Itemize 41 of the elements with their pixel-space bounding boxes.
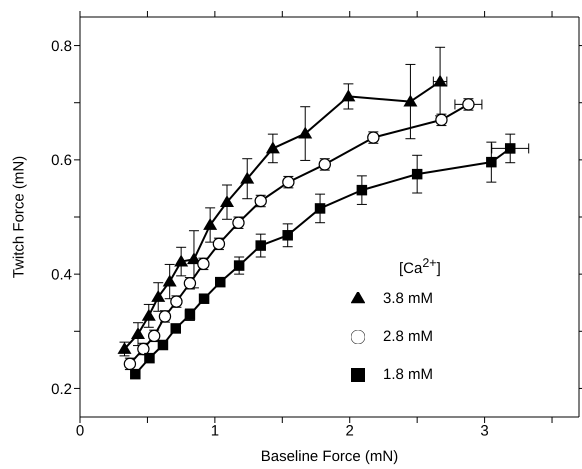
legend-label: 1.8 mM — [383, 366, 434, 383]
point — [412, 168, 422, 180]
point — [341, 89, 356, 102]
point — [198, 293, 210, 304]
x-axis-title: Baseline Force (mN) — [260, 448, 398, 465]
point — [314, 203, 326, 214]
point — [130, 327, 145, 340]
point — [255, 240, 266, 251]
point — [403, 94, 418, 106]
y-tick-label: 0.8 — [51, 38, 72, 55]
point — [240, 172, 254, 184]
legend-title: [Ca$^{2+}$] — [399, 256, 441, 277]
point — [158, 340, 168, 350]
point — [144, 352, 155, 364]
y-axis-title: Twitch Force (mN) — [10, 156, 28, 278]
x-tick-label: 0 — [76, 422, 84, 440]
point — [162, 274, 177, 286]
point — [298, 126, 312, 138]
point — [142, 308, 156, 321]
point — [266, 141, 280, 154]
x-tick-label: 3 — [480, 422, 489, 440]
y-tick-label: 0.2 — [51, 380, 72, 398]
point — [174, 254, 188, 266]
x-tick-label: 1 — [210, 422, 220, 440]
x-tick-label: 2 — [346, 422, 354, 440]
point — [203, 218, 218, 230]
legend-label: 3.8 mM — [383, 290, 434, 307]
point — [356, 184, 368, 196]
point — [151, 290, 166, 302]
point — [118, 342, 132, 354]
point — [130, 368, 141, 380]
point — [220, 195, 234, 208]
point — [234, 260, 244, 271]
point — [282, 230, 293, 241]
point — [170, 323, 182, 334]
y-tick-label: 0.4 — [51, 266, 72, 284]
y-tick-label: 0.6 — [51, 152, 72, 170]
point — [504, 143, 516, 154]
point — [486, 156, 497, 168]
point — [215, 276, 226, 288]
legend-label: 2.8 mM — [383, 328, 434, 345]
